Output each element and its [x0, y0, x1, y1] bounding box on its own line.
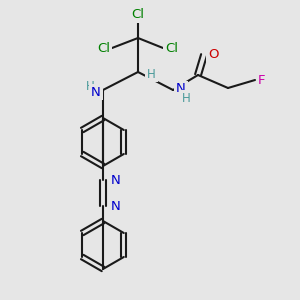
Text: N: N: [176, 82, 186, 95]
Text: Cl: Cl: [165, 41, 178, 55]
Text: N: N: [91, 85, 101, 98]
Text: Cl: Cl: [131, 8, 145, 22]
Text: N: N: [111, 173, 121, 187]
Text: O: O: [208, 49, 218, 62]
Text: H: H: [182, 92, 191, 104]
Text: F: F: [258, 74, 266, 86]
Text: H: H: [86, 80, 95, 92]
Text: N: N: [111, 200, 121, 212]
Text: Cl: Cl: [97, 41, 110, 55]
Text: H: H: [147, 68, 156, 80]
